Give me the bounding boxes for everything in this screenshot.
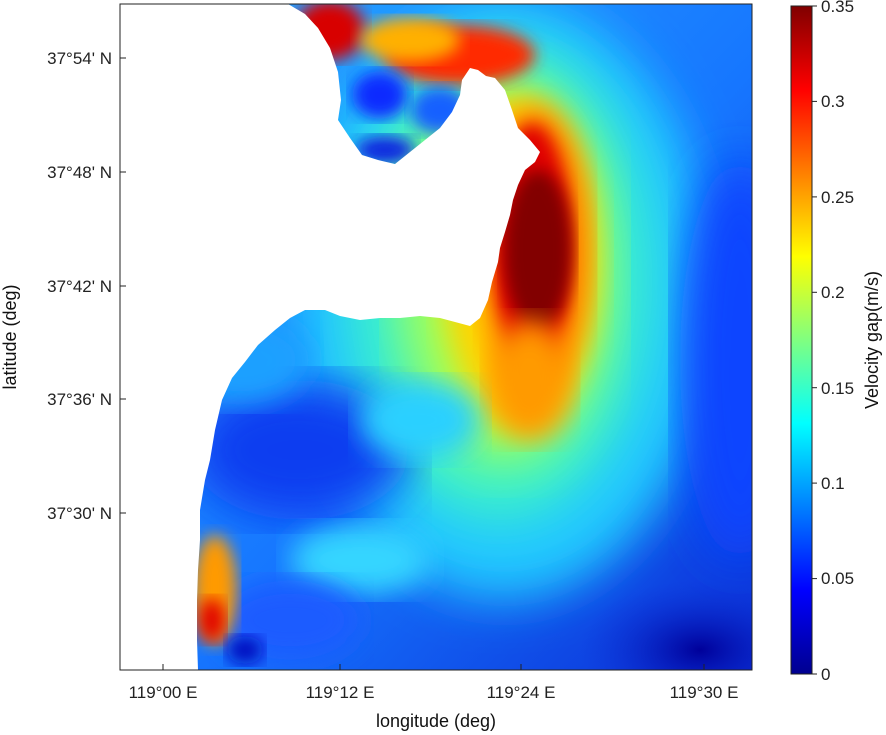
colorbar-tick-label: 0.2 [821, 283, 845, 302]
x-tick-label: 119°30 E [670, 683, 739, 702]
velocity-field [120, 4, 752, 670]
colorbar-tick-label: 0.25 [821, 188, 854, 207]
colorbar-tick-label: 0.35 [821, 0, 854, 16]
colorbar-scale [790, 5, 813, 675]
colorbar-tick-label: 0.15 [821, 379, 854, 398]
colorbar: 0.35 0.3 0.25 0.2 0.15 0.1 0.05 0 Veloci… [790, 0, 882, 684]
y-tick-label: 37°30' N [47, 504, 112, 523]
y-axis-label: latitude (deg) [0, 284, 20, 389]
colorbar-tick-label: 0 [821, 665, 830, 684]
colorbar-label: Velocity gap(m/s) [862, 271, 882, 409]
y-axis: 37°54' N 37°48' N 37°42' N 37°36' N 37°3… [0, 49, 126, 523]
y-tick-label: 37°36' N [47, 390, 112, 409]
x-tick-label: 119°12 E [306, 683, 375, 702]
y-tick-label: 37°42' N [47, 277, 112, 296]
colorbar-ticks [812, 5, 817, 675]
y-tick-label: 37°48' N [47, 163, 112, 182]
land-headland [120, 4, 540, 670]
colorbar-tick-label: 0.1 [821, 474, 845, 493]
colorbar-tick-label: 0.05 [821, 569, 854, 588]
x-tick-label: 119°00 E [129, 683, 198, 702]
x-axis-label: longitude (deg) [376, 711, 496, 731]
colorbar-tick-label: 0.3 [821, 92, 845, 111]
y-tick-label: 37°54' N [47, 49, 112, 68]
x-tick-label: 119°24 E [487, 683, 556, 702]
plot-frame [119, 3, 753, 671]
x-axis: 119°00 E 119°12 E 119°24 E 119°30 E long… [129, 664, 739, 731]
